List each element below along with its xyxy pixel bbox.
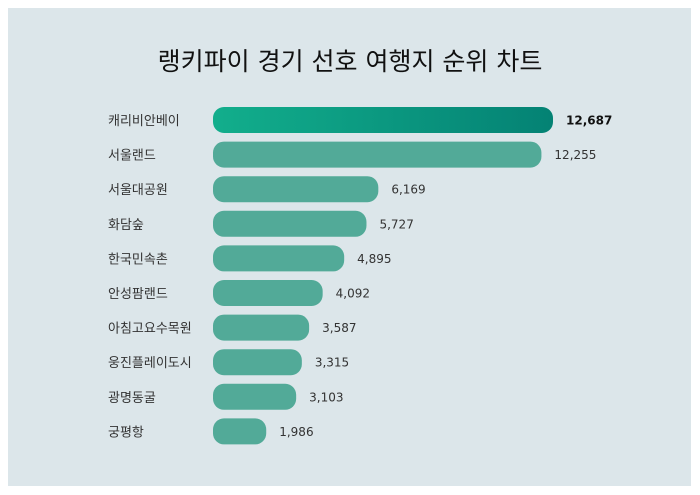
- chart-title: 랭키파이 경기 선호 여행지 순위 차트: [157, 47, 543, 76]
- category-label: 광명동굴: [108, 391, 156, 406]
- bar-9: [213, 418, 267, 445]
- value-label: 4,092: [336, 287, 370, 301]
- category-label: 궁평항: [108, 425, 144, 440]
- value-label: 6,169: [391, 183, 425, 197]
- category-label: 아침고요수목원: [108, 322, 192, 337]
- category-label: 안성팜랜드: [108, 287, 168, 302]
- value-label: 3,103: [309, 390, 343, 404]
- chart-panel: [8, 8, 691, 486]
- bar-2: [213, 176, 379, 203]
- bar-5: [213, 280, 323, 306]
- bar-1: [213, 141, 542, 168]
- value-label: 12,687: [566, 114, 612, 128]
- value-label: 1,986: [279, 425, 313, 439]
- bar-4: [213, 245, 345, 272]
- value-label: 3,315: [315, 356, 349, 370]
- category-label: 서울랜드: [108, 149, 156, 164]
- value-label: 4,895: [357, 252, 391, 266]
- category-label: 서울대공원: [108, 183, 168, 198]
- bar-0: [213, 107, 553, 133]
- category-label: 캐리비안베이: [108, 114, 180, 129]
- category-label: 한국민속촌: [108, 252, 168, 267]
- bar-8: [213, 383, 297, 410]
- bar-6: [213, 314, 310, 341]
- category-label: 화담숲: [108, 218, 144, 233]
- bar-3: [213, 210, 367, 237]
- value-label: 3,587: [322, 321, 356, 335]
- bar-7: [213, 349, 302, 376]
- category-label: 웅진플레이도시: [108, 356, 192, 371]
- value-label: 5,727: [379, 217, 413, 231]
- value-label: 12,255: [554, 148, 596, 162]
